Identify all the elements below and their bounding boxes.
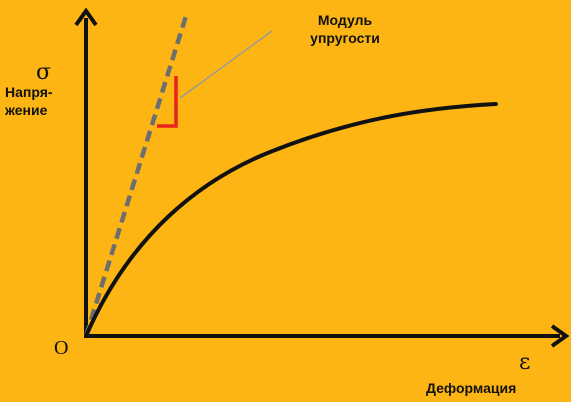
stress-strain-curve bbox=[84, 102, 498, 338]
strain-axis-label: Деформация bbox=[426, 380, 517, 396]
modulus-label: Модуль упругости bbox=[310, 12, 380, 46]
y-axis-arrowhead bbox=[74, 7, 98, 27]
modulus-dashed-line bbox=[83, 15, 189, 337]
x-axis-arrowhead bbox=[550, 324, 570, 348]
modulus-leader-line bbox=[179, 30, 273, 99]
stress-axis-label: Напря- жение bbox=[5, 84, 53, 118]
strain-symbol: ε bbox=[519, 350, 531, 375]
stress-symbol: σ bbox=[36, 60, 52, 85]
slope-marker bbox=[157, 76, 178, 128]
origin-label: O bbox=[54, 337, 69, 359]
